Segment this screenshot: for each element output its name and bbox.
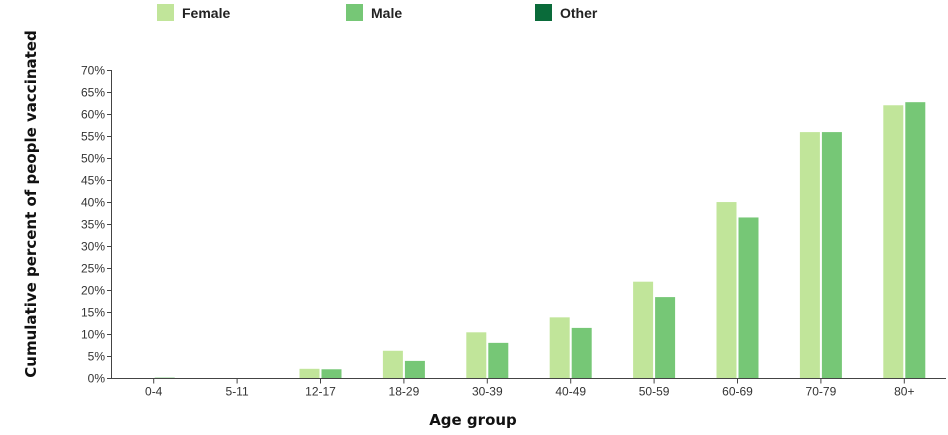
y-tick-label: 30% — [81, 240, 105, 254]
x-tick-label: 80+ — [894, 385, 914, 399]
y-tick-label: 60% — [81, 108, 105, 122]
x-tick-label: 60-69 — [722, 385, 753, 399]
x-axis-ticks: 0-4 5-11 12-17 18-29 30-39 40-49 50-59 60-69 70-… — [145, 378, 914, 399]
legend-item-male[interactable]: Male — [346, 4, 402, 21]
y-tick-label: 65% — [81, 86, 105, 100]
x-tick-label: 18-29 — [389, 385, 420, 399]
bar-marks — [132, 102, 926, 379]
y-tick-label: 70% — [81, 64, 105, 78]
legend-label-other: Other — [560, 4, 598, 21]
y-tick-label: 50% — [81, 152, 105, 166]
x-tick-label: 30-39 — [472, 385, 503, 399]
y-tick-label: 15% — [81, 306, 105, 320]
bar-male-12-17[interactable] — [321, 369, 342, 379]
y-tick-label: 45% — [81, 174, 105, 188]
bar-female-70-79[interactable] — [799, 132, 820, 379]
legend-swatch-female — [157, 4, 174, 21]
x-tick-label: 0-4 — [145, 385, 163, 399]
y-axis-ticks: 0% 5% 10% 15% 20% 25% 30% 35% 40% 45% 50% 55% 60% 65%… — [81, 64, 112, 386]
legend-label-female: Female — [182, 4, 231, 21]
legend-swatch-male — [346, 4, 363, 21]
x-tick-label: 70-79 — [806, 385, 837, 399]
bar-male-60-69[interactable] — [738, 217, 759, 379]
x-axis-title: Age group — [429, 411, 517, 429]
bar-female-80+[interactable] — [883, 105, 904, 379]
legend-item-other[interactable]: Other — [535, 4, 597, 21]
bar-male-30-39[interactable] — [488, 342, 509, 379]
bar-male-80+[interactable] — [905, 102, 926, 379]
y-tick-label: 10% — [81, 328, 105, 342]
y-tick-label: 40% — [81, 196, 105, 210]
legend-label-male: Male — [371, 4, 403, 21]
bar-male-40-49[interactable] — [571, 327, 592, 379]
x-tick-label: 50-59 — [639, 385, 670, 399]
y-tick-label: 0% — [88, 372, 106, 386]
x-tick-label: 40-49 — [555, 385, 586, 399]
bar-female-12-17[interactable] — [299, 368, 320, 379]
y-tick-label: 20% — [81, 284, 105, 298]
y-tick-label: 5% — [88, 350, 106, 364]
y-tick-label: 55% — [81, 130, 105, 144]
bar-male-70-79[interactable] — [821, 132, 842, 379]
chart-legend: Female Male Other — [0, 4, 948, 24]
x-tick-label: 12-17 — [305, 385, 336, 399]
bar-female-50-59[interactable] — [633, 281, 654, 379]
bar-female-30-39[interactable] — [466, 332, 487, 379]
x-tick-label: 5-11 — [226, 385, 249, 399]
bar-female-60-69[interactable] — [716, 202, 737, 379]
y-tick-label: 25% — [81, 262, 105, 276]
legend-swatch-other — [535, 4, 552, 21]
bar-male-18-29[interactable] — [404, 360, 425, 379]
y-axis-title: Cumulative percent of people vaccinated — [22, 30, 40, 377]
bar-male-50-59[interactable] — [655, 297, 676, 379]
y-tick-label: 35% — [81, 218, 105, 232]
bar-female-40-49[interactable] — [549, 317, 570, 379]
bar-female-18-29[interactable] — [382, 350, 403, 379]
legend-item-female[interactable]: Female — [157, 4, 230, 21]
